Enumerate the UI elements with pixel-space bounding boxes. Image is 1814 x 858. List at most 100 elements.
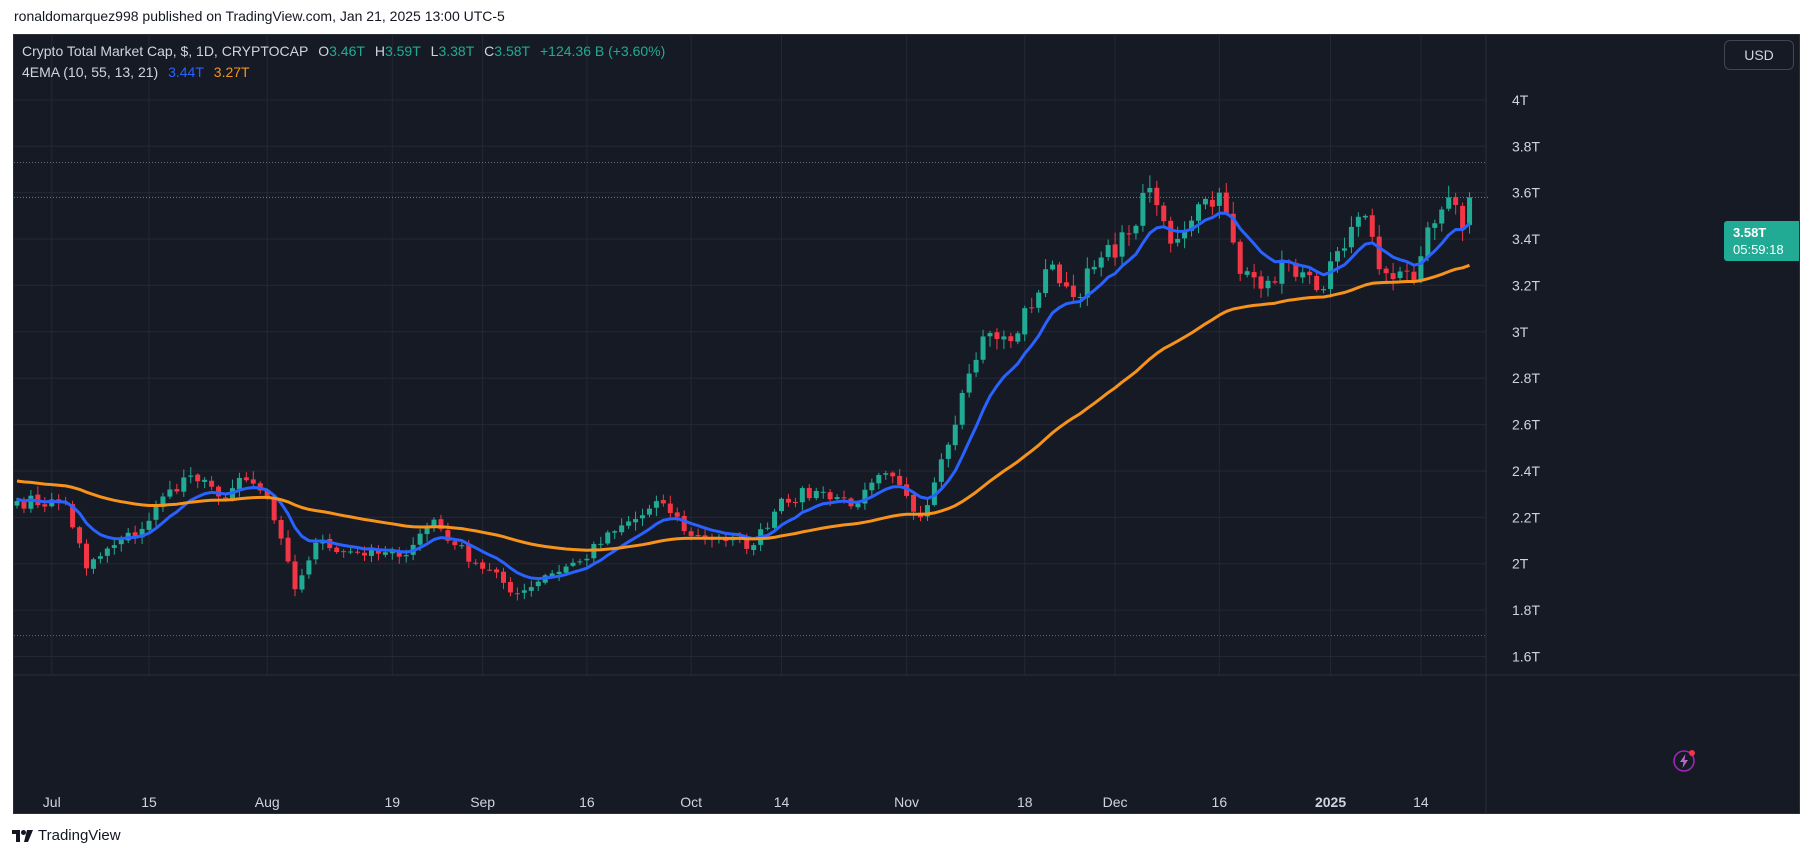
candle-body [904,484,910,496]
candle-body [772,511,778,528]
candle-body [90,559,96,569]
x-tick-label: 19 [385,794,401,810]
last-price-value: 3.58T [1733,225,1767,240]
candle-body [480,562,486,569]
candle-body [424,526,430,535]
candle-body [765,527,771,529]
candle-body [994,332,1000,339]
candle-body [70,504,76,528]
legend-open-value: 3.46T [329,43,365,59]
candle-body [431,519,437,527]
legend-symbol[interactable]: Crypto Total Market Cap, $, 1D, CRYPTOCA… [22,43,309,59]
candle-body [827,492,833,500]
candle-body [1070,285,1076,298]
y-tick-label: 3.8T [1512,138,1540,154]
candle-body [667,503,673,513]
candle-body [1189,220,1195,231]
candle-body [1390,273,1396,280]
legend-indicator-row: 4EMA (10, 55, 13, 21) 3.44T 3.27T [22,62,665,83]
candle-body [1063,282,1069,287]
candle-body [1223,192,1229,214]
candle-body [570,562,576,566]
y-tick-label: 2.6T [1512,417,1540,433]
x-tick-label: Dec [1103,794,1128,810]
y-tick-label: 2.2T [1512,509,1540,525]
candle-body [945,444,951,459]
candle-body [1446,197,1452,209]
candle-body [1404,270,1410,272]
candle-body [174,489,180,492]
candle-body [695,534,701,536]
candle-body [1154,187,1160,206]
legend-close-label: C [484,43,495,59]
candle-body [139,528,145,538]
candle-body [688,531,694,536]
candle-body [14,501,20,506]
last-price-badge: 3.58T 05:59:18 [1724,221,1799,261]
candle-body [438,519,444,530]
y-tick-label: 2.8T [1512,370,1540,386]
x-tick-label: 14 [774,794,790,810]
candle-body [584,558,590,561]
legend-ema-fast-value: 3.44T [168,64,204,80]
candle-body [563,566,569,573]
candle-body [1216,192,1222,206]
candle-body [146,520,152,530]
candle-body [195,474,201,482]
y-tick-label: 1.6T [1512,648,1540,664]
candle-body [181,477,187,492]
x-tick-label: 14 [1413,794,1429,810]
candle-body [1432,223,1438,228]
candle-body [466,544,472,562]
candle-body [751,545,757,550]
candle-body [1279,259,1285,284]
tradingview-logo-icon [12,829,33,842]
candle-body [202,479,208,482]
candle-body [1001,336,1007,340]
tradingview-logo[interactable]: TradingView [12,827,121,844]
candle-body [1202,198,1208,205]
candle-body [806,487,812,499]
candlestick-chart[interactable]: 4T 3.8T 3.6T 3.4T 3.2T 3T 2.8T 2.6T 2.4T 2.2T 2T 1.… [14,35,1800,814]
candle-body [744,538,750,549]
candle-body [1397,271,1403,278]
candle-body [605,532,611,544]
candle-body [487,569,493,571]
candle-body [452,541,458,546]
legend-symbol-row: Crypto Total Market Cap, $, 1D, CRYPTOCA… [22,41,665,62]
x-tick-label: 18 [1017,794,1033,810]
x-tick-label: Oct [680,794,702,810]
candle-body [890,472,896,477]
legend-indicator-name[interactable]: 4EMA (10, 55, 13, 21) [22,64,159,80]
candle-body [1043,269,1049,294]
candle-body [132,532,138,537]
candle-body [382,552,388,555]
candle-body [389,551,395,554]
x-tick-label: Sep [470,794,495,810]
y-tick-label: 3.2T [1512,277,1540,293]
candle-body [1314,275,1320,291]
x-tick-label: Aug [255,794,280,810]
candle-body [1467,197,1473,226]
candle-body [28,495,34,509]
candle-body [820,491,826,493]
candle-body [681,515,687,532]
bar-countdown: 05:59:18 [1733,242,1784,257]
candle-body [209,480,215,487]
y-tick-label: 4T [1512,92,1529,108]
candle-body [577,561,583,563]
candle-body [883,473,889,475]
chart-pane[interactable]: 4T 3.8T 3.6T 3.4T 3.2T 3T 2.8T 2.6T 2.4T 2.2T 2T 1.… [13,34,1800,814]
bolt-icon[interactable] [1671,748,1697,774]
candle-body [1077,297,1083,299]
currency-button[interactable]: USD [1724,40,1794,70]
ema-slow-line [16,263,1471,552]
candle-body [514,593,520,595]
candle-body [528,587,534,591]
legend-low-label: L [430,43,439,59]
candle-body [876,474,882,484]
candle-body [216,486,222,497]
candle-body [653,501,659,508]
candle-body [646,508,652,515]
legend-ema-slow-value: 3.27T [213,64,250,80]
